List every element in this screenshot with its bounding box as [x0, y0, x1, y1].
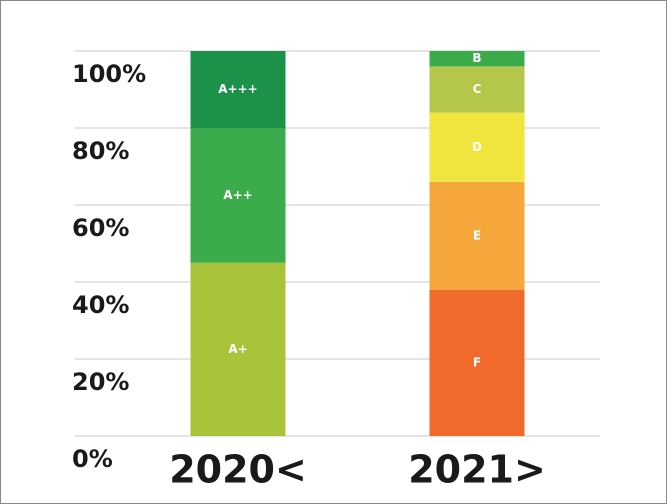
segment-label: F	[473, 355, 481, 369]
y-tick-label: 60%	[72, 214, 129, 242]
segment-label: A+++	[218, 82, 257, 96]
y-tick-label: 100%	[72, 60, 146, 88]
segment-label: B	[472, 51, 481, 65]
segment-label: D	[472, 140, 482, 154]
x-tick-label: 2020<	[169, 448, 307, 492]
bar-segment	[429, 112, 525, 182]
segment-label: A+	[228, 342, 247, 356]
y-tick-label: 40%	[72, 291, 129, 319]
bar-segment	[190, 51, 286, 128]
bar-segment	[429, 66, 525, 113]
segment-label: E	[473, 228, 481, 242]
bar-segment	[429, 181, 525, 290]
y-tick-label: 20%	[72, 368, 129, 396]
segment-label: A++	[223, 188, 252, 202]
x-tick-label: 2021>	[408, 448, 546, 492]
y-tick-label: 80%	[72, 137, 129, 165]
bar-segment	[429, 289, 525, 436]
bar-segment	[190, 262, 286, 436]
segment-label: C	[473, 82, 482, 96]
bar-segment	[190, 128, 286, 263]
bar-segment	[429, 51, 525, 67]
y-tick-label: 0%	[72, 445, 113, 473]
